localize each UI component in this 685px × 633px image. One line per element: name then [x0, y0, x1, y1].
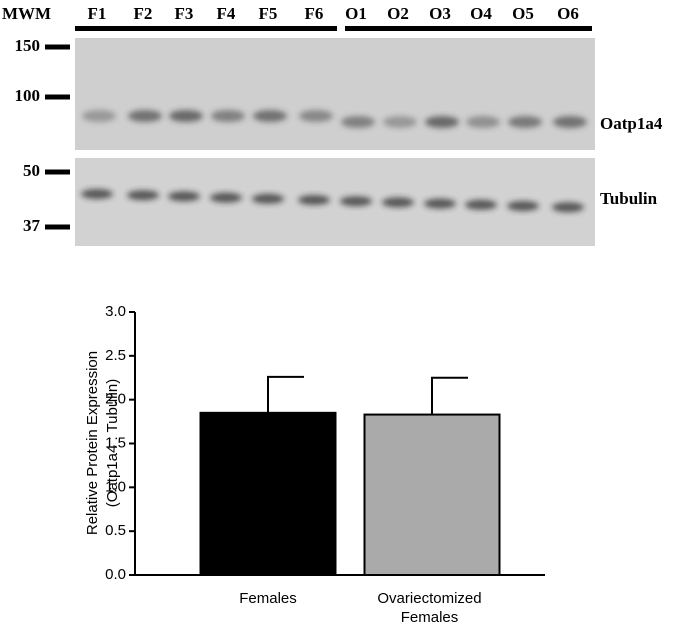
band: [253, 110, 287, 122]
lane-label: F4: [217, 4, 236, 23]
band: [508, 116, 542, 128]
x-tick-label: Females: [239, 590, 297, 607]
blot-panel: [75, 38, 595, 150]
band: [82, 110, 116, 122]
marker-tick: [45, 94, 70, 100]
band: [211, 110, 245, 122]
band-label: Tubulin: [600, 189, 658, 208]
marker-label: 37: [23, 216, 41, 235]
lane-label: F5: [259, 4, 278, 23]
band: [168, 191, 200, 202]
lane-label: F2: [134, 4, 153, 23]
bar: [199, 411, 337, 577]
band: [169, 110, 203, 122]
band: [553, 116, 587, 128]
band: [298, 195, 330, 205]
marker-label: 100: [15, 86, 41, 105]
marker-label: 50: [23, 161, 40, 180]
band-label: Oatp1a4: [600, 114, 663, 133]
band: [425, 116, 459, 128]
y-tick-label: 2.5: [105, 347, 126, 364]
lane-label: O4: [470, 4, 492, 23]
y-tick-label: 0.5: [105, 522, 126, 539]
lane-label: O1: [345, 4, 367, 23]
lane-label: O5: [512, 4, 534, 23]
lane-label: O3: [429, 4, 451, 23]
lane-label: F1: [88, 4, 107, 23]
lane-label: F3: [175, 4, 194, 23]
bands: [81, 110, 587, 213]
y-tick-label: 1.0: [105, 478, 126, 495]
band: [128, 110, 162, 122]
marker-label: 150: [15, 36, 41, 55]
band: [507, 201, 539, 211]
band: [383, 116, 417, 128]
band: [424, 198, 456, 209]
y-tick-label: 2.0: [105, 391, 126, 408]
band: [466, 116, 500, 128]
band: [382, 197, 414, 208]
group-bar: [345, 26, 592, 31]
band: [81, 189, 113, 199]
bar: [363, 413, 501, 576]
y-axis-label: (Oatp1a4 : Tubulin): [104, 379, 121, 507]
band: [340, 196, 372, 207]
lane-label: O2: [387, 4, 409, 23]
band: [552, 202, 584, 213]
band: [210, 192, 242, 203]
band: [127, 190, 159, 201]
band: [465, 199, 497, 210]
band: [252, 193, 284, 204]
x-tick-label: Ovariectomized Females: [377, 590, 482, 626]
y-tick-label: 0.0: [105, 566, 126, 583]
group-bar: [75, 26, 337, 31]
marker-tick: [45, 44, 70, 50]
marker-header: MWM: [2, 4, 51, 23]
y-tick-label: 1.5: [105, 434, 126, 451]
lane-label: O6: [557, 4, 579, 23]
lane-label: F6: [305, 4, 324, 23]
band: [299, 110, 333, 122]
marker-tick: [45, 224, 70, 230]
marker-tick: [45, 169, 70, 175]
y-tick-label: 3.0: [105, 303, 126, 320]
band: [341, 116, 375, 128]
y-axis-label: Relative Protein Expression: [84, 351, 101, 535]
blot-panel: [75, 158, 595, 246]
